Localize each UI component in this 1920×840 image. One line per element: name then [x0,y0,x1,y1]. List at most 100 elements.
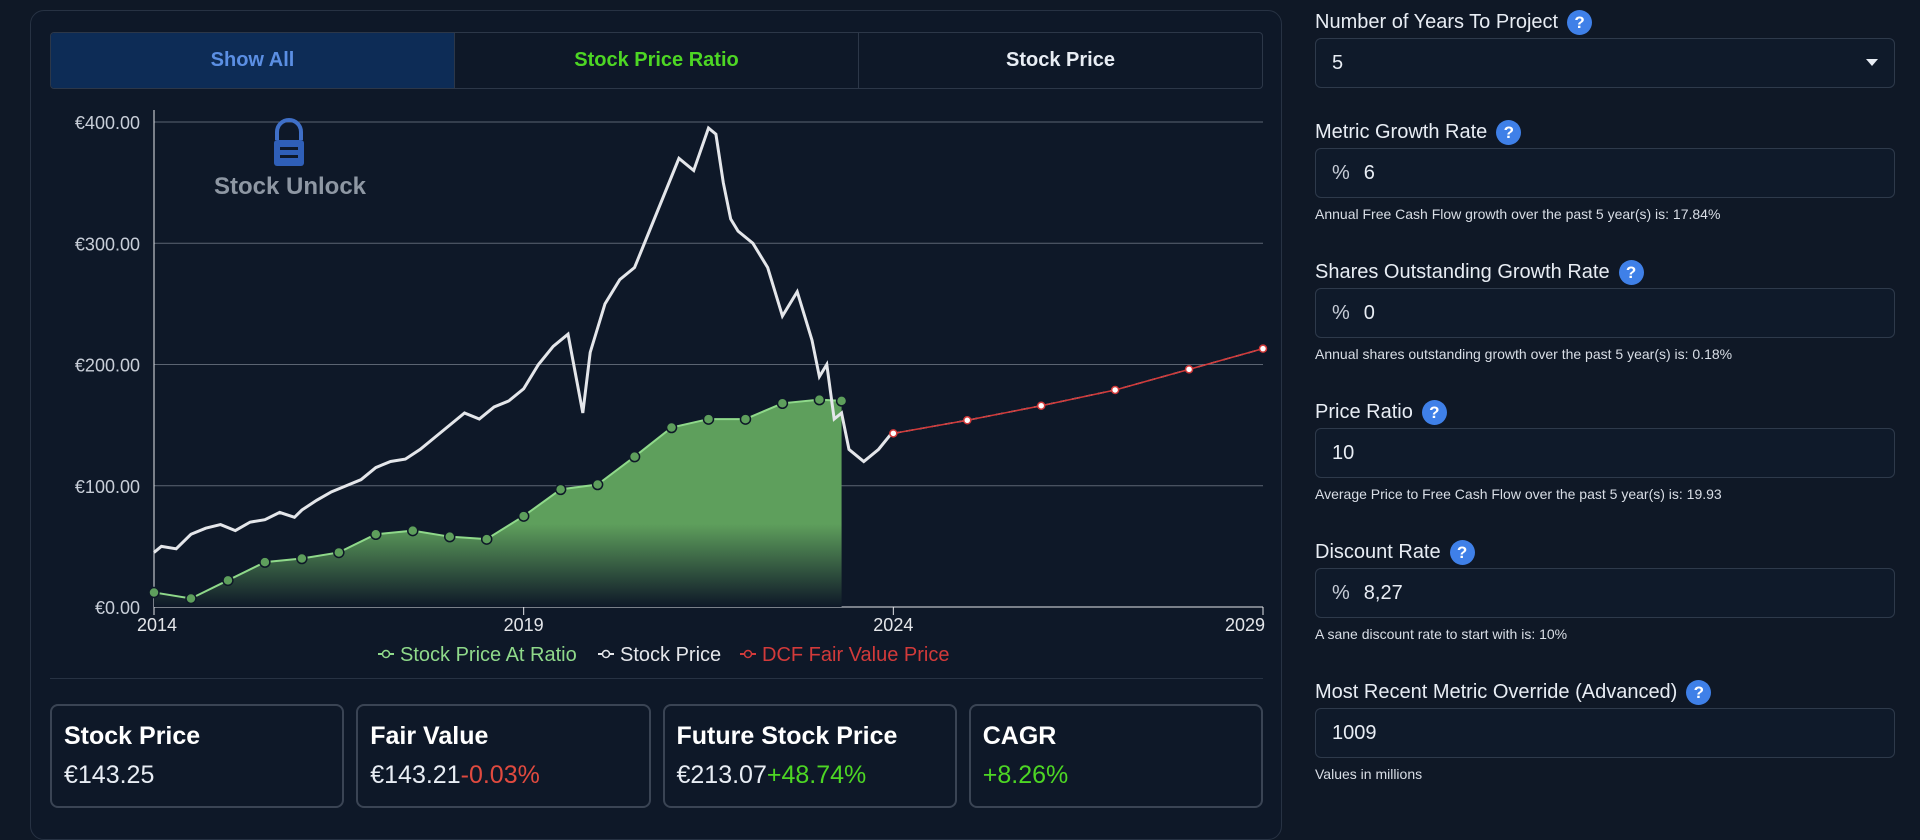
legend-swatch-point [743,649,753,659]
card-future-price: Future Stock Price €213.07+48.74% [662,704,957,808]
override-hint: Values in millions [1315,766,1423,782]
percent-prefix: % [1332,581,1350,604]
x-tick-label: 2019 [504,615,544,635]
card-title: Stock Price [64,722,201,750]
years-select[interactable]: 5 [1315,38,1895,88]
override-label: Most Recent Metric Override (Advanced)? [1315,680,1895,705]
help-icon[interactable]: ? [1496,120,1522,145]
stock-price-line [153,125,895,554]
price-ratio-hint: Average Price to Free Cash Flow over the… [1315,486,1722,502]
card-amount: €143.21 [370,761,461,789]
override-value: 1009 [1332,721,1377,744]
dcf-point [1258,344,1268,353]
card-value: €143.25 [64,761,330,790]
dcf-point [1110,385,1120,395]
ratio-point [739,413,752,425]
legend-label: Stock Price [620,644,721,666]
ratio-point [702,413,715,425]
price-ratio-label: Price Ratio? [1315,400,1895,425]
ratio-point [259,556,271,568]
y-tick-label: €300.00 [75,234,140,254]
shares-growth-label: Shares Outstanding Growth Rate? [1315,260,1895,285]
override-field: Most Recent Metric Override (Advanced)? … [1315,680,1895,782]
years-label: Number of Years To Project? [1315,10,1895,35]
metric-growth-hint: Annual Free Cash Flow growth over the pa… [1315,206,1721,222]
summary-cards: Stock Price €143.25 Fair Value €143.21-0… [50,704,1263,808]
years-field: Number of Years To Project? 5 [1315,10,1895,88]
metric-growth-input[interactable]: % 6 [1315,148,1895,198]
shares-growth-hint: Annual shares outstanding growth over th… [1315,346,1733,362]
card-amount: €213.07 [676,761,767,789]
years-label-text: Number of Years To Project [1315,11,1559,33]
stock-unlock-logo: Stock Unlock [214,118,367,200]
price-ratio-value: 10 [1332,441,1355,464]
help-icon[interactable]: ? [1567,10,1593,35]
tab-show-all[interactable]: Show All [51,33,455,88]
discount-input[interactable]: % 8,27 [1315,568,1895,618]
y-tick-label: €200.00 [75,356,140,376]
ratio-point [370,528,382,540]
ratio-point [443,530,456,543]
x-tick-label: 2024 [873,615,913,635]
percent-prefix: % [1332,301,1350,324]
shares-growth-label-text: Shares Outstanding Growth Rate [1315,261,1610,283]
chart-panel [30,10,1282,840]
dcf-point [889,429,898,438]
dcf-point [1036,401,1046,410]
dcf-point [1184,365,1194,374]
card-value: €143.21-0.03% [370,761,636,790]
legend-item: Stock Price [598,644,721,666]
lock-icon [275,118,303,140]
discount-field: Discount Rate? % 8,27 A sane discount rat… [1315,540,1895,642]
x-tick-label: 2014 [137,615,177,635]
discount-hint: A sane discount rate to start with is: 1… [1315,626,1568,642]
price-ratio-input[interactable]: 10 [1315,428,1895,478]
tab-stock-price-ratio[interactable]: Stock Price Ratio [455,33,859,88]
card-stock-price: Stock Price €143.25 [50,704,345,808]
help-icon[interactable]: ? [1618,260,1644,285]
ratio-point [591,478,604,491]
ratio-point [407,524,419,537]
dcf-line [893,347,1264,435]
discount-label-text: Discount Rate [1315,541,1441,563]
ratio-point [222,574,234,587]
ratio-point [148,586,160,599]
card-title: Future Stock Price [676,722,898,750]
ratio-point [517,510,530,522]
y-tick-label: €400.00 [75,113,140,133]
legend-swatch-point [601,649,611,659]
divider [50,678,1263,679]
lock-body [274,140,304,166]
override-label-text: Most Recent Metric Override (Advanced) [1315,681,1678,703]
override-input[interactable]: 1009 [1315,708,1895,758]
years-value: 5 [1332,51,1344,74]
dcf-point [963,416,972,425]
price-ratio-field: Price Ratio? 10 Average Price to Free Ca… [1315,400,1895,502]
help-icon[interactable]: ? [1686,680,1712,705]
ratio-point [185,592,197,605]
tab-stock-price[interactable]: Stock Price [1006,49,1115,71]
watermark-text: Stock Unlock [214,173,367,200]
lock-stripe [280,155,298,158]
lock-stripe [280,147,298,150]
card-title: Fair Value [370,722,489,750]
ratio-point [333,546,345,559]
ratio-point [776,397,789,410]
shares-growth-input[interactable]: % 0 [1315,288,1895,338]
y-tick-label: €100.00 [75,477,140,497]
card-value: +8.26% [983,761,1249,790]
percent-prefix: % [1332,161,1350,184]
card-change: +8.26% [982,761,1069,789]
ratio-point [813,393,826,406]
ratio-point [665,421,678,434]
ratio-area-fill [154,399,842,607]
discount-label: Discount Rate? [1315,540,1895,565]
card-fair-value: Fair Value €143.21-0.03% [356,704,651,808]
card-cagr: CAGR +8.26% [968,704,1263,808]
help-icon[interactable]: ? [1449,540,1475,565]
ratio-point [628,450,641,463]
metric-growth-label: Metric Growth Rate? [1315,120,1895,145]
help-icon[interactable]: ? [1421,400,1447,425]
ratio-line [153,398,842,600]
ratio-point [296,552,308,565]
